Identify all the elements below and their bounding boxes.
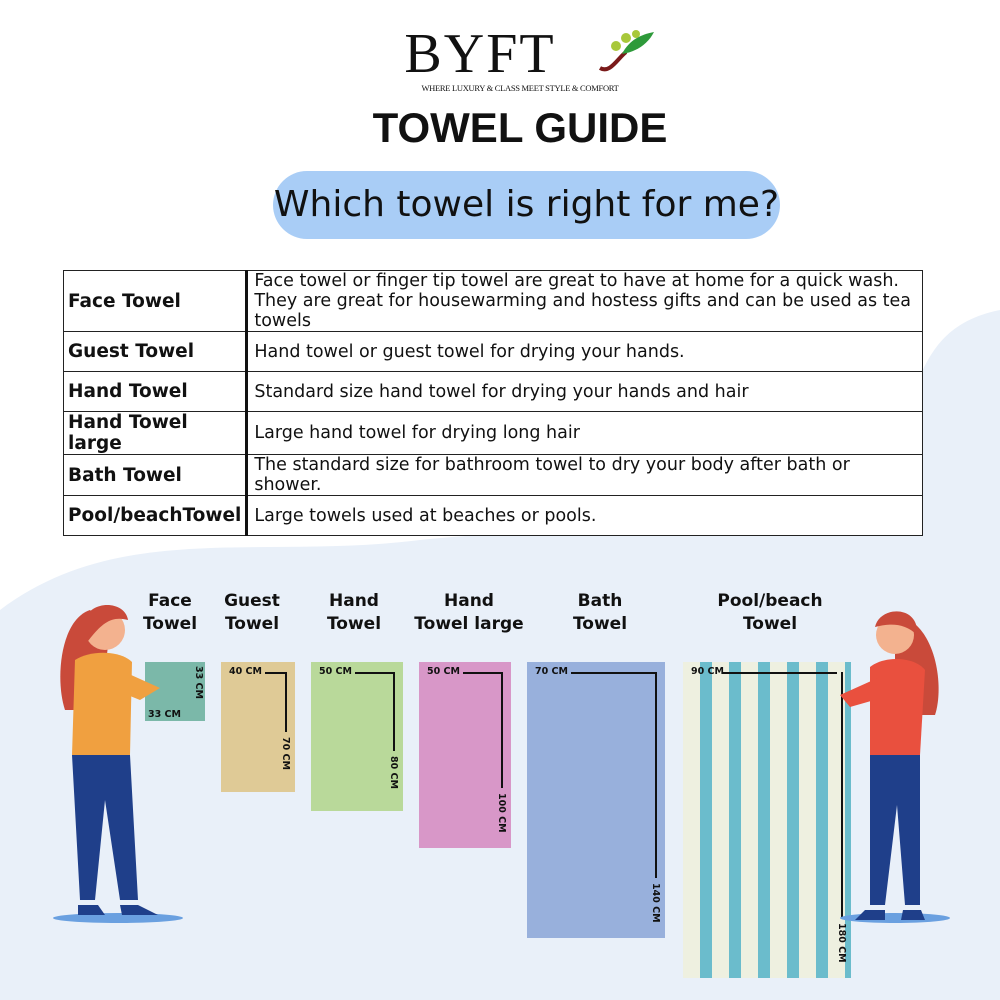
towel-description-cell: Hand towel or guest towel for drying you… bbox=[246, 331, 923, 372]
width-dimension: 33 CM bbox=[148, 709, 181, 720]
towel-description-cell: Large towels used at beaches or pools. bbox=[246, 495, 923, 536]
towel-label-line: Towel bbox=[742, 614, 798, 634]
woman-left-illustration bbox=[53, 605, 183, 923]
towel-label-line: Towel bbox=[224, 614, 280, 634]
towel-description-cell: Large hand towel for drying long hair bbox=[246, 411, 923, 455]
length-dimension: 100 CM bbox=[496, 793, 507, 833]
towel-type-cell: Hand Towel bbox=[62, 371, 249, 412]
dimension-line bbox=[265, 672, 285, 674]
dimension-line bbox=[393, 672, 395, 751]
description-line: They are great for housewarming and host… bbox=[254, 291, 912, 331]
towel-table: Face Towel Face towel or finger tip towel… bbox=[62, 270, 923, 536]
towel-label-line: Towel large bbox=[414, 614, 524, 634]
dimension-line bbox=[463, 672, 501, 674]
towel-label-line: Pool/beach bbox=[717, 591, 823, 611]
length-dimension: 80 CM bbox=[388, 756, 399, 789]
woman-right-illustration bbox=[840, 611, 950, 923]
towel-label-line: Bath bbox=[577, 591, 623, 611]
dimension-line bbox=[501, 672, 503, 788]
towel-label: Face Towel bbox=[90, 590, 250, 636]
length-dimension: 70 CM bbox=[280, 737, 291, 770]
towel-description-cell: The standard size for bathroom towel to … bbox=[246, 454, 923, 496]
towel-label-line: Towel bbox=[142, 614, 198, 634]
towel-label-line: Guest bbox=[224, 591, 280, 611]
description-line: Hand towel or guest towel for drying you… bbox=[254, 341, 685, 362]
dimension-line bbox=[355, 672, 393, 674]
towel-swatch bbox=[683, 662, 851, 978]
page-title: TOWEL GUIDE bbox=[372, 104, 668, 151]
brand-logo: BYFT bbox=[404, 23, 556, 85]
towel-label: Guest Towel bbox=[172, 590, 332, 636]
towel-description-cell: Standard size hand towel for drying your… bbox=[246, 371, 923, 412]
table-row: Pool/beachTowel Large towels used at beac… bbox=[62, 495, 923, 536]
towel-label-line: Hand bbox=[329, 591, 379, 611]
table-row: Bath Towel The standard size for bathroom… bbox=[62, 454, 923, 496]
description-line: Large hand towel for drying long hair bbox=[254, 423, 580, 443]
towel-type-cell: Pool/beachTowel bbox=[62, 495, 249, 536]
width-dimension: 70 CM bbox=[535, 666, 568, 677]
brand-tagline: WHERE LUXURY & CLASS MEET STYLE & COMFOR… bbox=[421, 83, 619, 93]
towel-type-cell: Bath Towel bbox=[62, 454, 249, 496]
towel-label-line: Hand bbox=[444, 591, 494, 611]
table-row: Hand Towel Standard size hand towel for d… bbox=[62, 371, 923, 412]
dimension-line bbox=[285, 672, 287, 732]
towel-swatch bbox=[311, 662, 403, 811]
question-banner: Which towel is right for me? bbox=[273, 171, 780, 239]
length-dimension: 140 CM bbox=[650, 883, 661, 923]
towel-type-cell: Guest Towel bbox=[62, 331, 249, 372]
towel-type-cell: Hand Towel large bbox=[62, 411, 249, 455]
towel-label: Pool/beach Towel bbox=[690, 590, 850, 636]
towel-label-line: Towel bbox=[326, 614, 382, 634]
width-dimension: 40 CM bbox=[229, 666, 262, 677]
towel-swatch bbox=[221, 662, 295, 792]
dimension-line bbox=[841, 672, 843, 918]
towel-type-cell: Face Towel bbox=[62, 270, 249, 332]
description-line: Face towel or finger tip towel are great… bbox=[254, 271, 899, 291]
towel-label: Bath Towel bbox=[520, 590, 680, 636]
table-row: Guest Towel Hand towel or guest towel for… bbox=[62, 331, 923, 372]
leaf-logo-icon bbox=[598, 30, 654, 72]
towel-swatch bbox=[145, 662, 205, 721]
description-line: Standard size hand towel for drying your… bbox=[254, 381, 749, 402]
towel-label: Hand Towel large bbox=[389, 590, 549, 636]
towel-label-line: Towel bbox=[572, 614, 628, 634]
towel-swatch bbox=[527, 662, 665, 938]
dimension-line bbox=[655, 672, 657, 878]
towel-label-line: Face bbox=[148, 591, 192, 611]
towel-description-cell: Face towel or finger tip towel are great… bbox=[246, 270, 923, 332]
towel-swatch bbox=[419, 662, 511, 848]
width-dimension: 90 CM bbox=[691, 666, 724, 677]
dimension-line bbox=[723, 672, 837, 674]
description-line: The standard size for bathroom towel to … bbox=[254, 455, 850, 495]
width-dimension: 50 CM bbox=[427, 666, 460, 677]
description-line: Large towels used at beaches or pools. bbox=[254, 505, 597, 526]
dimension-line bbox=[571, 672, 655, 674]
towel-label: Hand Towel bbox=[274, 590, 434, 636]
width-dimension: 50 CM bbox=[319, 666, 352, 677]
table-row: Hand Towel large Large hand towel for dry… bbox=[62, 411, 923, 455]
table-row: Face Towel Face towel or finger tip towel… bbox=[62, 270, 923, 332]
